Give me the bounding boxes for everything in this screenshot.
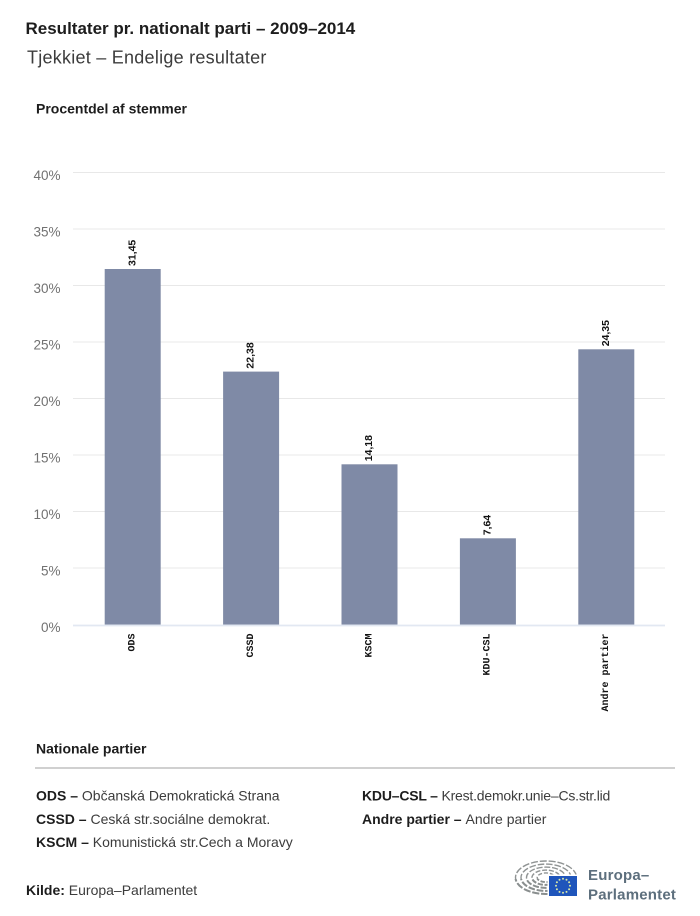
svg-text:25%: 25%: [33, 338, 60, 353]
svg-text:10%: 10%: [33, 507, 60, 522]
svg-text:KSCM – Komunistická str.Cech a: KSCM – Komunistická str.Cech a Moravy: [36, 834, 293, 850]
svg-text:Parlamentet: Parlamentet: [588, 887, 676, 904]
svg-text:20%: 20%: [33, 394, 60, 409]
svg-text:KDU–CSL – Krest.demokr.unie–Cs: KDU–CSL – Krest.demokr.unie–Cs.str.lid: [362, 788, 610, 804]
svg-text:14,18: 14,18: [363, 435, 375, 461]
svg-text:5%: 5%: [41, 564, 61, 579]
svg-text:KSCM: KSCM: [364, 634, 375, 658]
svg-text:31,45: 31,45: [126, 240, 138, 266]
svg-text:Europa–: Europa–: [588, 867, 649, 884]
svg-text:15%: 15%: [33, 451, 60, 466]
svg-text:KDU-CSL: KDU-CSL: [483, 634, 494, 676]
svg-text:40%: 40%: [33, 168, 60, 183]
svg-text:ODS: ODS: [128, 634, 139, 652]
svg-text:ODS – Občanská Demokratická St: ODS – Občanská Demokratická Strana: [36, 788, 280, 804]
svg-text:Nationale partier: Nationale partier: [36, 741, 147, 757]
svg-text:Resultater pr. nationalt parti: Resultater pr. nationalt parti – 2009–20…: [26, 19, 356, 38]
svg-text:30%: 30%: [33, 281, 60, 296]
svg-text:Kilde: Europa–Parlamentet: Kilde: Europa–Parlamentet: [26, 882, 197, 898]
svg-text:CSSD: CSSD: [246, 634, 257, 658]
svg-text:24,35: 24,35: [600, 320, 612, 346]
svg-text:Andre partier: Andre partier: [600, 634, 612, 712]
svg-text:22,38: 22,38: [245, 342, 257, 368]
svg-text:Procentdel af stemmer: Procentdel af stemmer: [36, 101, 187, 117]
svg-text:CSSD – Ceská str.sociálne demo: CSSD – Ceská str.sociálne demokrat.: [36, 811, 270, 827]
svg-text:7,64: 7,64: [482, 515, 494, 536]
svg-text:35%: 35%: [33, 225, 60, 240]
svg-text:Tjekkiet – Endelige resultater: Tjekkiet – Endelige resultater: [27, 48, 267, 68]
svg-text:0%: 0%: [41, 620, 61, 635]
svg-text:Andre partier – Andre partier: Andre partier – Andre partier: [362, 811, 547, 827]
